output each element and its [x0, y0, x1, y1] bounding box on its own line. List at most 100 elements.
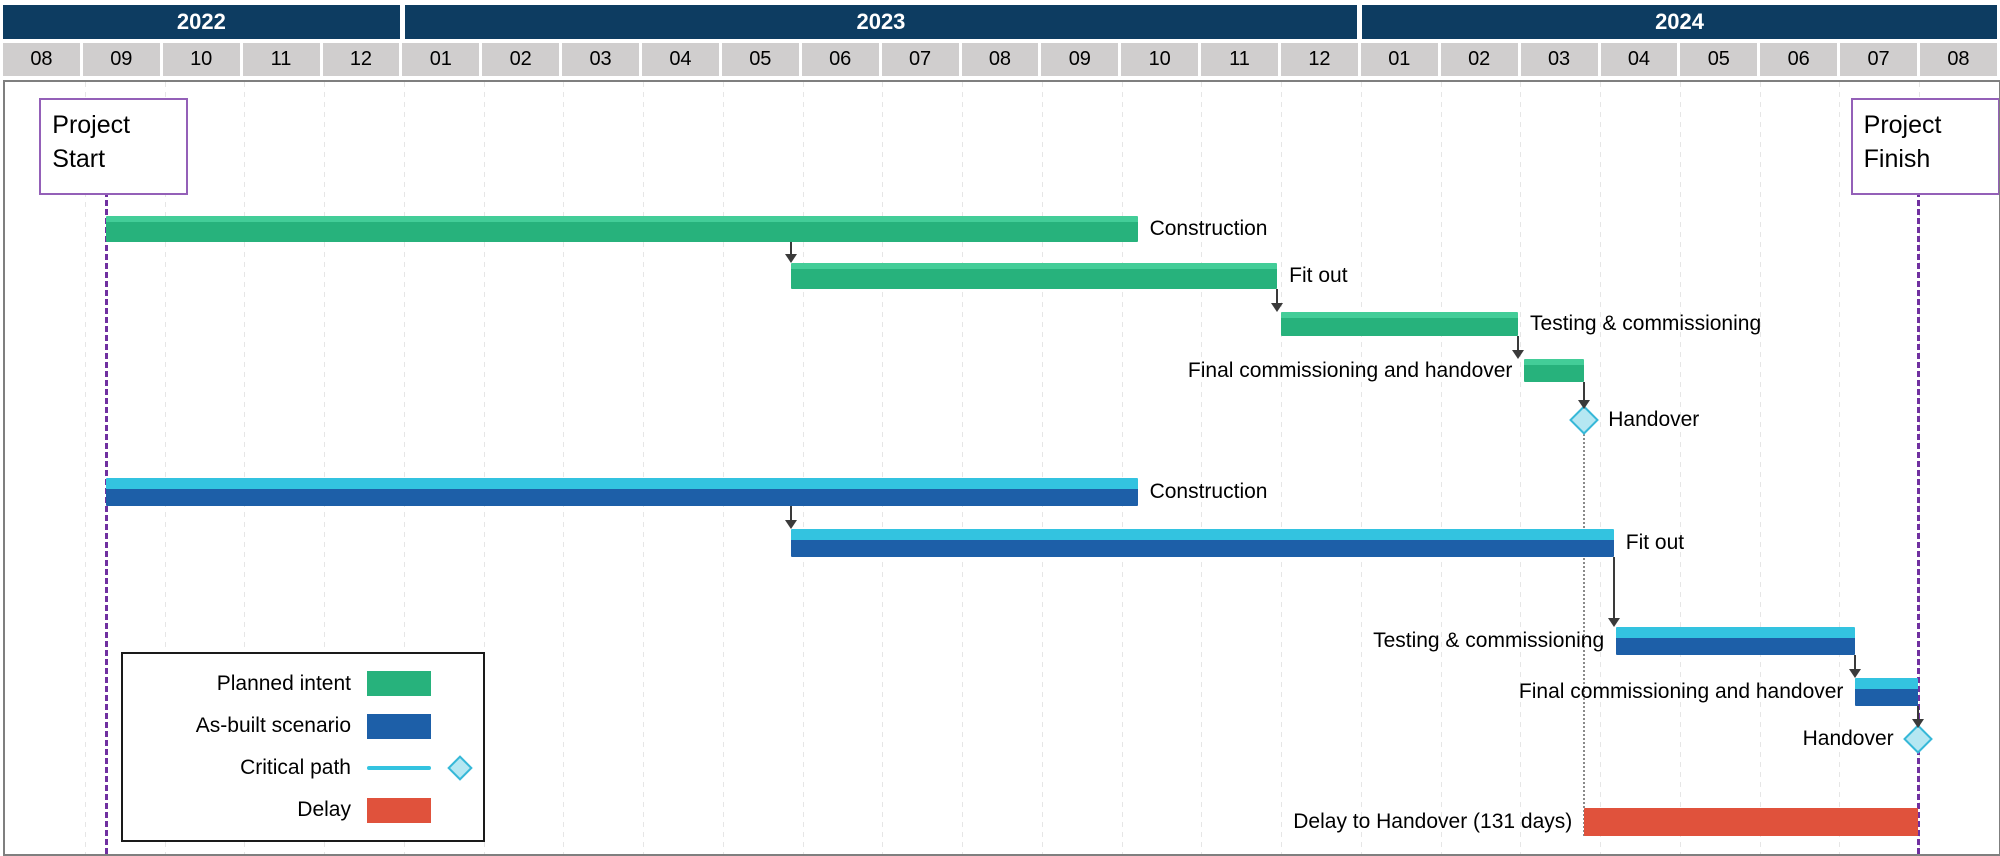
month-gridline — [643, 82, 645, 854]
dependency-arrowhead-icon — [784, 520, 797, 529]
dependency-arrow-line — [1517, 336, 1520, 351]
task-label: Fit out — [1289, 264, 1348, 287]
task-label: Fit out — [1625, 531, 1685, 554]
year-header-row: 2022 2023 2024 — [3, 5, 1997, 39]
gantt-bar — [1855, 678, 1918, 706]
handover-delay-connector-line — [1583, 431, 1586, 836]
month-label: 11 — [1201, 43, 1278, 76]
legend-box: Planned intent As-built scenario Critica… — [121, 652, 485, 842]
project-start-label-line2: Start — [52, 144, 106, 173]
gantt-bar — [1281, 312, 1519, 336]
month-gridline — [324, 82, 326, 854]
month-gridline — [1919, 82, 1921, 854]
gantt-bar — [1524, 359, 1585, 382]
month-label: 08 — [1920, 43, 1997, 76]
month-header-row: 08 09 10 11 12 01 02 03 04 05 06 07 08 09 10 11 12 01 02 03… — [3, 43, 1997, 76]
project-start-box: Project Start — [39, 98, 189, 195]
milestone-diamond-icon — [447, 755, 473, 781]
project-finish-label-line2: Finish — [1863, 144, 1931, 173]
month-label: 05 — [721, 43, 799, 76]
legend-label-delay: Delay — [297, 798, 351, 822]
task-label: Final commissioning and handover — [1187, 358, 1513, 382]
delay-bar — [1584, 808, 1918, 836]
month-gridline — [1121, 82, 1123, 854]
month-label: 05 — [1680, 43, 1758, 76]
year-label: 2022 — [3, 5, 400, 39]
dependency-arrow-line — [1612, 557, 1615, 619]
month-label: 04 — [1600, 43, 1678, 76]
project-finish-line — [1916, 182, 1920, 854]
project-start-line — [105, 182, 109, 854]
project-finish-label-line1: Project — [1863, 111, 1942, 139]
project-finish-box: Project Finish — [1850, 98, 1999, 195]
legend-row-asbuilt: As-built scenario — [123, 713, 483, 739]
asbuilt-swatch-icon — [367, 713, 431, 739]
month-gridline — [403, 82, 405, 854]
dependency-arrow-line — [789, 242, 792, 255]
month-gridline — [483, 82, 485, 854]
project-start-label-line1: Project — [52, 111, 131, 139]
critical-path-line-icon — [367, 766, 431, 771]
month-gridline — [1839, 82, 1841, 854]
year-label: 2023 — [404, 5, 1358, 39]
month-gridline — [244, 82, 246, 854]
task-label: Construction — [1149, 217, 1268, 240]
month-label: 11 — [242, 43, 320, 76]
dependency-arrowhead-icon — [1607, 618, 1620, 627]
month-label: 08 — [961, 43, 1039, 76]
month-label: 06 — [801, 43, 879, 76]
month-label: 09 — [1041, 43, 1119, 76]
dependency-arrow-line — [1583, 382, 1586, 401]
month-gridline — [563, 82, 565, 854]
dependency-arrowhead-icon — [1849, 669, 1862, 678]
dependency-arrow-line — [1276, 289, 1279, 304]
month-label: 12 — [1281, 43, 1358, 76]
task-label: Testing & commissioning — [1373, 629, 1605, 652]
month-gridline — [1520, 82, 1522, 854]
month-label: 04 — [642, 43, 719, 76]
gantt-bar — [106, 216, 1138, 242]
milestone-diamond — [1902, 724, 1933, 754]
dependency-arrow-line — [789, 506, 792, 521]
month-gridline — [1201, 82, 1203, 854]
milestone-label: Handover — [1608, 408, 1700, 431]
planned-swatch-icon — [367, 671, 431, 697]
month-gridline — [962, 82, 964, 854]
month-gridline — [1759, 82, 1761, 854]
gantt-bar — [1616, 627, 1856, 655]
month-label: 02 — [1440, 43, 1518, 76]
month-label: 03 — [562, 43, 639, 76]
month-gridline — [1440, 82, 1442, 854]
gantt-bar — [790, 529, 1614, 557]
month-label: 08 — [3, 43, 80, 76]
month-label: 07 — [1840, 43, 1917, 76]
month-label: 01 — [1360, 43, 1438, 76]
legend-label-critical: Critical path — [240, 756, 351, 780]
month-label: 12 — [322, 43, 400, 76]
month-gridline — [1360, 82, 1362, 854]
month-gridline — [84, 82, 86, 854]
month-gridline — [1679, 82, 1681, 854]
task-label: Final commissioning and handover — [1518, 680, 1844, 703]
gantt-bar — [790, 263, 1278, 289]
dependency-arrow-line — [1916, 706, 1919, 720]
month-gridline — [882, 82, 884, 854]
milestone-label: Handover — [1802, 727, 1894, 750]
month-label: 10 — [162, 43, 240, 76]
month-label: 06 — [1760, 43, 1838, 76]
dependency-arrowhead-icon — [1512, 350, 1525, 359]
dependency-arrowhead-icon — [784, 254, 797, 263]
legend-row-critical: Critical path — [123, 755, 483, 781]
month-gridline — [1041, 82, 1043, 854]
dependency-arrow-line — [1854, 655, 1857, 670]
dependency-arrowhead-icon — [1911, 719, 1924, 728]
legend-label-asbuilt: As-built scenario — [195, 714, 351, 738]
month-gridline — [1281, 82, 1283, 854]
milestone-diamond — [1569, 405, 1600, 435]
dependency-arrowhead-icon — [1271, 303, 1284, 312]
delay-label: Delay to Handover (131 days) — [1293, 810, 1573, 833]
year-label: 2024 — [1362, 5, 1997, 39]
legend-row-planned: Planned intent — [123, 671, 483, 697]
month-gridline — [722, 82, 724, 854]
